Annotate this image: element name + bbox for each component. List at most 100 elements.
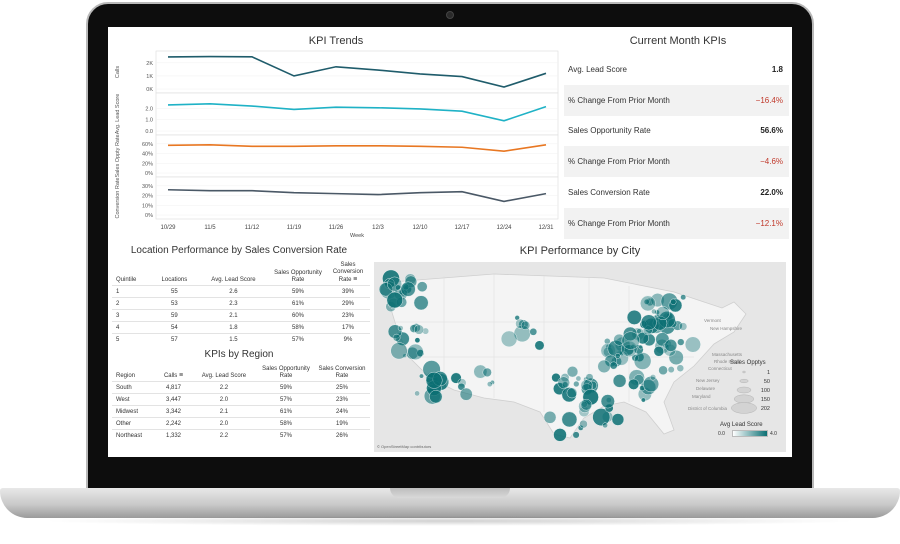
city-bubble[interactable]	[621, 331, 640, 350]
city-bubble[interactable]	[561, 411, 578, 428]
map-attribution[interactable]: © OpenStreetMap contributors	[377, 444, 432, 449]
city-bubble[interactable]	[566, 366, 579, 378]
city-bubble[interactable]	[600, 394, 615, 409]
city-bubble[interactable]	[597, 359, 611, 374]
city-bubble[interactable]	[392, 333, 401, 342]
city-bubble[interactable]	[580, 398, 593, 411]
city-bubble[interactable]	[414, 390, 420, 397]
city-bubble[interactable]	[419, 373, 424, 379]
city-bubble[interactable]	[416, 281, 428, 293]
table-row[interactable]: Northeast 1,332 2.2 57% 26%	[112, 429, 370, 442]
city-bubble[interactable]	[609, 361, 618, 370]
col-region[interactable]: Region	[116, 373, 136, 379]
city-bubble[interactable]	[561, 387, 577, 403]
city-bubble[interactable]	[557, 376, 570, 389]
city-bubble[interactable]	[390, 342, 408, 360]
table-row[interactable]: West 3,447 2.0 57% 23%	[112, 393, 370, 406]
table-row[interactable]: 2 53 2.3 61% 29%	[112, 297, 370, 310]
col-sales-opportunity-rate[interactable]: Sales Opportunity Rate	[274, 270, 322, 283]
city-bubble[interactable]	[636, 331, 649, 345]
city-bubble[interactable]	[529, 328, 538, 336]
city-bubble[interactable]	[640, 295, 656, 312]
city-bubble[interactable]	[664, 339, 678, 352]
city-bubble[interactable]	[677, 338, 685, 346]
city-bubble[interactable]	[649, 374, 657, 381]
col-calls[interactable]: Calls ≡	[163, 372, 184, 379]
map-canvas[interactable]	[374, 262, 786, 452]
city-bubble[interactable]	[553, 428, 567, 442]
city-bubble[interactable]	[575, 375, 582, 382]
city-bubble[interactable]	[425, 371, 443, 389]
city-bubble[interactable]	[566, 387, 578, 399]
col-avg-lead-score[interactable]: Avg. Lead Score	[201, 373, 247, 379]
city-bubble[interactable]	[638, 344, 644, 350]
table-row[interactable]: 5 57 1.5 57% 9%	[112, 333, 370, 346]
city-bubble[interactable]	[520, 320, 531, 331]
table-row[interactable]: Midwest 3,342 2.1 61% 24%	[112, 405, 370, 418]
city-bubble[interactable]	[626, 310, 642, 325]
city-bubble[interactable]	[592, 408, 611, 427]
city-bubble[interactable]	[602, 422, 608, 429]
city-bubble[interactable]	[621, 340, 638, 358]
city-bubble[interactable]	[459, 387, 473, 401]
city-bubble[interactable]	[623, 326, 638, 342]
city-bubble[interactable]	[500, 330, 518, 348]
city-bubble[interactable]	[397, 325, 404, 331]
city-bubble[interactable]	[562, 381, 569, 388]
sort-icon[interactable]: ≡	[178, 372, 184, 379]
city-bubble[interactable]	[573, 380, 580, 388]
table-row[interactable]: South 4,817 2.2 59% 25%	[112, 381, 370, 394]
col-sales-opportunity-rate[interactable]: Sales Opportunity Rate	[262, 366, 310, 379]
city-bubble[interactable]	[543, 410, 557, 424]
table-row[interactable]: 4 54 1.8 58% 17%	[112, 321, 370, 334]
city-bubble[interactable]	[482, 367, 492, 378]
city-bubble[interactable]	[640, 397, 646, 403]
city-bubble[interactable]	[414, 324, 425, 335]
city-bubble[interactable]	[416, 349, 425, 357]
city-bubble[interactable]	[515, 318, 526, 329]
col-sales-conversion-rate[interactable]: Sales Conversion Rate	[318, 366, 366, 379]
city-bubble[interactable]	[487, 381, 493, 387]
city-bubble[interactable]	[378, 282, 393, 297]
city-bubble[interactable]	[684, 336, 701, 353]
city-bubble[interactable]	[407, 343, 424, 361]
city-bubble[interactable]	[409, 324, 418, 333]
col-sales-conversion-rate[interactable]: Sales Conversion Rate ≡	[332, 262, 364, 283]
city-bubble[interactable]	[413, 295, 429, 311]
city-bubble[interactable]	[429, 390, 443, 404]
city-bubble[interactable]	[653, 346, 664, 357]
city-map[interactable]: Sales Opptys 1 50 100 150 202 Avg Lead Score…	[374, 262, 786, 452]
city-bubble[interactable]	[676, 364, 684, 372]
city-bubble[interactable]	[643, 376, 660, 393]
city-bubble[interactable]	[658, 365, 668, 376]
city-bubble[interactable]	[680, 294, 687, 301]
city-bubble[interactable]	[640, 314, 657, 331]
city-bubble[interactable]	[614, 353, 621, 359]
city-bubble[interactable]	[534, 340, 545, 351]
city-bubble[interactable]	[579, 419, 588, 429]
city-bubble[interactable]	[643, 298, 650, 305]
city-bubble[interactable]	[628, 378, 640, 390]
sort-icon[interactable]: ≡	[353, 276, 358, 283]
city-bubble[interactable]	[386, 291, 403, 309]
city-bubble[interactable]	[400, 281, 416, 297]
city-bubble[interactable]	[450, 372, 462, 384]
city-bubble[interactable]	[655, 306, 670, 320]
city-bubble[interactable]	[668, 349, 684, 365]
table-row[interactable]: Other 2,242 2.0 58% 19%	[112, 417, 370, 430]
city-bubble[interactable]	[612, 374, 627, 388]
city-bubble[interactable]	[679, 322, 688, 331]
table-row[interactable]: 1 55 2.6 59% 39%	[112, 285, 370, 298]
col-quintile[interactable]: Quintile	[116, 277, 137, 283]
col-locations[interactable]: Locations	[161, 277, 188, 283]
col-avg-lead-score[interactable]: Avg. Lead Score	[211, 277, 256, 283]
city-bubble[interactable]	[395, 284, 401, 291]
city-bubble[interactable]	[577, 424, 584, 431]
city-bubble[interactable]	[585, 373, 594, 382]
city-bubble[interactable]	[387, 276, 403, 292]
city-bubble[interactable]	[633, 352, 652, 370]
city-bubble[interactable]	[670, 298, 677, 305]
city-bubble[interactable]	[572, 431, 580, 439]
city-bubble[interactable]	[422, 327, 429, 335]
city-bubble[interactable]	[667, 366, 675, 374]
